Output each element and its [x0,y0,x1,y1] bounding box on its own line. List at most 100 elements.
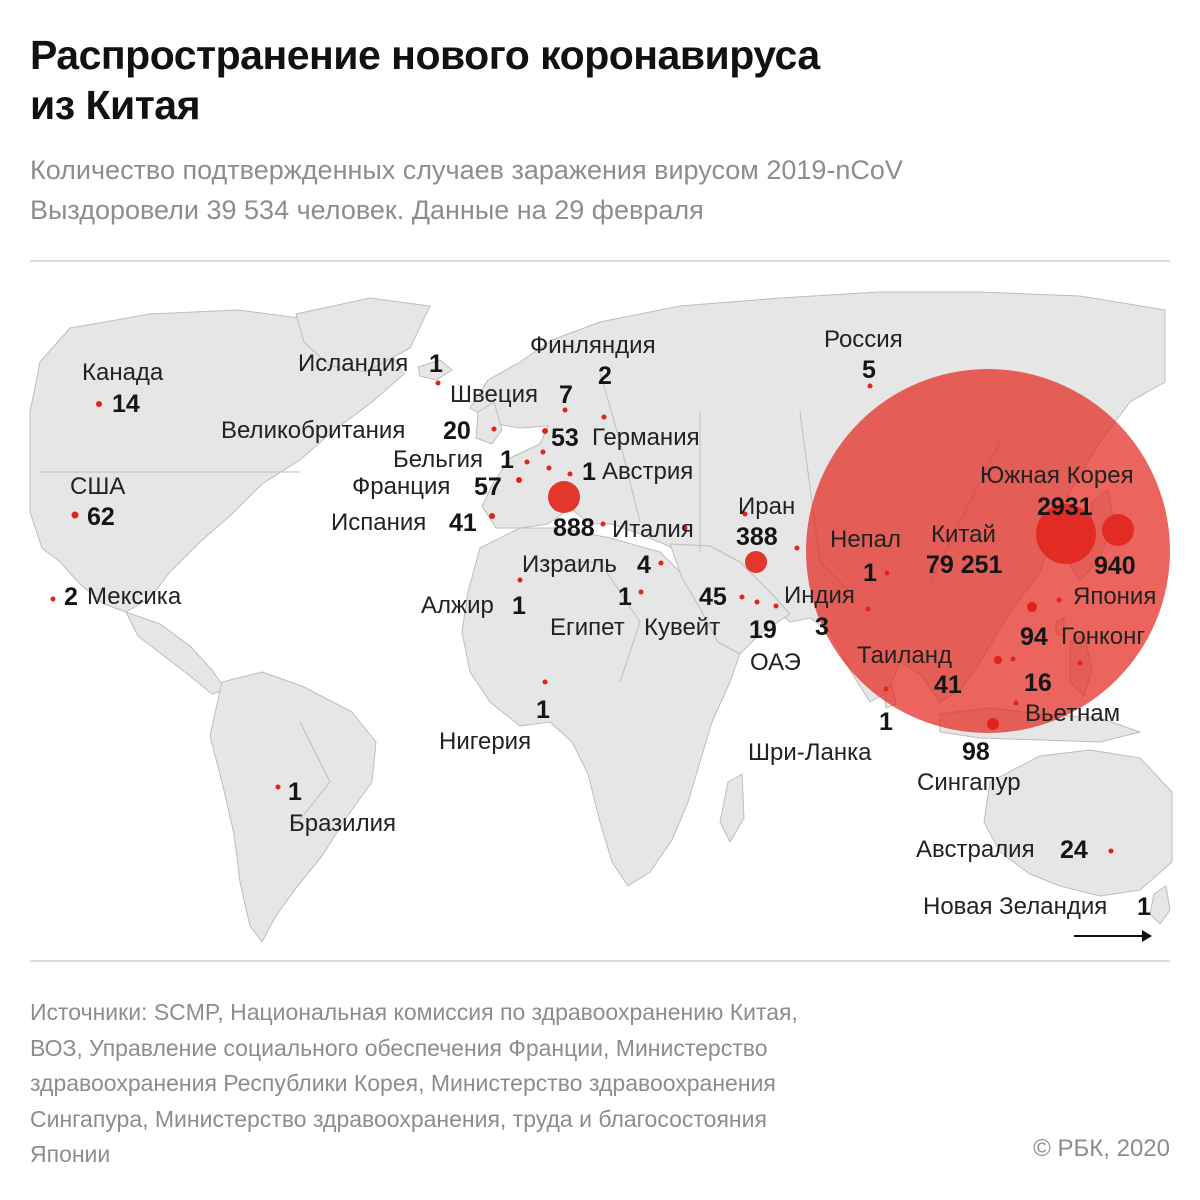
value-france: 57 [474,473,502,501]
south-korea-marker [1036,504,1096,564]
value-russia: 5 [862,356,876,384]
label-uk: Великобритания [221,417,406,444]
value-nepal: 1 [863,559,877,587]
sources-line-1: Источники: SCMP, Национальная комиссия п… [30,999,798,1025]
uk-marker [491,426,497,432]
brazil-marker [275,784,281,790]
kuwait-marker [739,594,745,600]
arrow-icon [1074,930,1152,942]
value-austria: 1 [582,458,596,486]
label-israel: Израиль [522,551,617,578]
bottom-divider [30,960,1170,962]
south-america-landmass [209,671,377,943]
value-japan: 940 [1094,552,1136,580]
value-china: 79 251 [926,551,1003,579]
label-iran: Иран [738,493,796,520]
extra-marker-3 [600,521,606,527]
label-australia: Австралия [916,836,1035,863]
extra-marker-4 [682,525,688,531]
label-canada: Канада [82,359,164,386]
value-italy: 888 [553,514,595,542]
label-sweden: Швеция [450,381,538,408]
algeria-marker [517,577,523,583]
great-britain-landmass [475,401,503,445]
austria-marker [567,471,573,477]
madagascar-landmass [719,773,745,843]
label-iceland: Исландия [298,350,409,377]
page-title: Распространение нового коронавируса из К… [30,30,1170,130]
top-divider [30,260,1170,262]
canada-marker [96,401,102,407]
egypt-marker [638,589,644,595]
vietnam-marker [1013,700,1019,706]
label-mexico: Мексика [87,583,182,610]
iceland-marker [435,380,441,386]
value-australia: 24 [1060,836,1088,864]
extra-marker-8 [1056,597,1062,603]
value-israel: 4 [637,551,651,579]
label-usa: США [70,473,126,500]
label-egypt: Египет [550,614,625,641]
subtitle: Количество подтвержденных случаев зараже… [30,150,1170,230]
extra-marker-10 [1077,660,1083,666]
australia-landmass [983,749,1173,897]
sources-line-3: здравоохранения Республики Корея, Минист… [30,1070,776,1096]
label-italy: Италия [612,516,694,543]
value-finland: 2 [598,362,612,390]
label-spain: Испания [331,509,427,536]
value-thailand: 41 [934,671,962,699]
extra-marker-9 [1010,656,1016,662]
central-america-landmass [125,611,227,695]
value-uae: 19 [749,616,777,644]
sources-note: Источники: SCMP, Национальная комиссия п… [30,995,990,1173]
label-belgium: Бельгия [393,446,483,473]
new-zealand-landmass [1149,885,1171,925]
usa-marker [71,511,79,519]
value-brazil: 1 [288,778,302,806]
extra-marker-5 [742,511,748,517]
nepal-marker [884,570,890,576]
value-sweden: 7 [559,381,573,409]
iran-marker [745,551,767,573]
value-uk: 20 [443,417,471,445]
value-new-zealand: 1 [1137,893,1151,921]
spain-marker [489,513,495,519]
subtitle-line-2: Выздоровели 39 534 человек. Данные на 29… [30,195,704,225]
label-brazil: Бразилия [289,810,396,837]
sources-line-2: ВОЗ, Управление социального обеспечения … [30,1034,768,1061]
value-usa: 62 [87,503,115,531]
value-india: 3 [815,613,829,641]
label-india: Индия [784,582,855,609]
belgium-marker [524,459,530,465]
israel-marker [658,560,664,566]
label-japan: Япония [1073,583,1157,610]
sources-line-5: Японии [30,1141,111,1167]
hong-kong-marker [1027,602,1037,612]
india-marker [865,606,871,612]
world-map-base [29,291,1173,943]
extra-marker-6 [794,545,800,551]
label-nigeria: Нигерия [439,728,532,755]
thailand-marker [994,656,1002,664]
label-china: Китай [931,521,996,548]
title-line-2: из Китая [30,82,201,128]
label-uae: ОАЭ [750,649,801,676]
extra-marker-1 [540,449,546,455]
japan-marker [1102,514,1134,546]
label-vietnam: Вьетнам [1025,700,1121,727]
sources-line-4: Сингапура, Министерство здравоохранения,… [30,1105,767,1132]
extra-marker-2 [546,465,552,471]
label-russia: Россия [824,326,903,353]
value-belgium: 1 [500,446,514,474]
sweden-marker [562,407,568,413]
value-kuwait: 45 [699,583,727,611]
label-nepal: Непал [830,526,902,553]
label-singapore: Сингапур [917,769,1021,796]
label-hong-kong: Гонконг [1061,623,1146,650]
label-algeria: Алжир [421,592,494,619]
value-singapore: 98 [962,738,990,766]
label-thailand: Таиланд [857,642,952,669]
mexico-marker [50,596,56,602]
africa-landmass [461,527,745,887]
subtitle-line-1: Количество подтвержденных случаев зараже… [30,155,903,185]
